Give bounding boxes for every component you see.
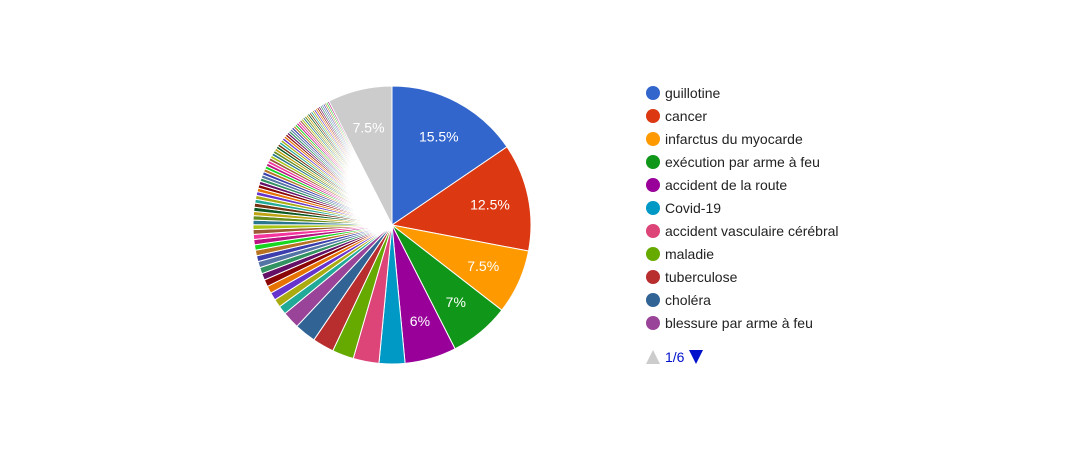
legend-swatch	[646, 224, 660, 238]
legend-item[interactable]: Covid-19	[646, 200, 721, 216]
legend-swatch	[646, 316, 660, 330]
pie-slice-4-label: 6%	[410, 313, 430, 329]
pie-slice-3-label: 7%	[446, 294, 466, 310]
pie-data-labels: 15.5% 12.5% 7.5% 7% 6% 7.5%	[353, 120, 510, 329]
legend-label: maladie	[665, 246, 714, 262]
legend-item[interactable]: exécution par arme à feu	[646, 154, 820, 170]
pie-slice-2-label: 7.5%	[467, 258, 499, 274]
pie-slice-1[interactable]	[390, 146, 532, 252]
pie-slice-0[interactable]	[391, 85, 508, 226]
pie-slice-0-label: 15.5%	[419, 129, 459, 145]
legend-label: Covid-19	[665, 200, 721, 216]
legend: guillotine cancer infarctus du myocarde exé…	[646, 85, 839, 331]
legend-item[interactable]: choléra	[646, 292, 711, 308]
legend-label: accident de la route	[665, 177, 787, 193]
pie-slice-other-label: 7.5%	[353, 120, 385, 136]
pie-slices	[252, 85, 532, 365]
legend-item[interactable]: maladie	[646, 246, 714, 262]
legend-item[interactable]: tuberculose	[646, 269, 738, 285]
pager-page-text: 1/6	[665, 349, 685, 365]
legend-item[interactable]: accident de la route	[646, 177, 787, 193]
legend-swatch	[646, 86, 660, 100]
pager-down-arrow-icon[interactable]	[689, 350, 703, 364]
legend-swatch	[646, 201, 660, 215]
legend-label: blessure par arme à feu	[665, 315, 813, 331]
legend-swatch	[646, 109, 660, 123]
legend-label: cancer	[665, 108, 707, 124]
legend-swatch	[646, 247, 660, 261]
legend-label: exécution par arme à feu	[665, 154, 820, 170]
legend-swatch	[646, 178, 660, 192]
legend-swatch	[646, 293, 660, 307]
pager-up-arrow-icon[interactable]	[646, 350, 660, 364]
legend-item[interactable]: cancer	[646, 108, 707, 124]
legend-label: tuberculose	[665, 269, 738, 285]
pie-slice-1-label: 12.5%	[470, 197, 510, 213]
legend-pager: 1/6	[646, 349, 703, 365]
legend-swatch	[646, 155, 660, 169]
legend-item[interactable]: blessure par arme à feu	[646, 315, 813, 331]
legend-label: infarctus du myocarde	[665, 131, 803, 147]
legend-label: accident vasculaire cérébral	[665, 223, 839, 239]
legend-item[interactable]: infarctus du myocarde	[646, 131, 803, 147]
legend-label: guillotine	[665, 85, 720, 101]
pie-slice-other[interactable]	[328, 85, 393, 226]
legend-item[interactable]: accident vasculaire cérébral	[646, 223, 839, 239]
legend-swatch	[646, 132, 660, 146]
legend-swatch	[646, 270, 660, 284]
legend-label: choléra	[665, 292, 711, 308]
legend-item[interactable]: guillotine	[646, 85, 720, 101]
